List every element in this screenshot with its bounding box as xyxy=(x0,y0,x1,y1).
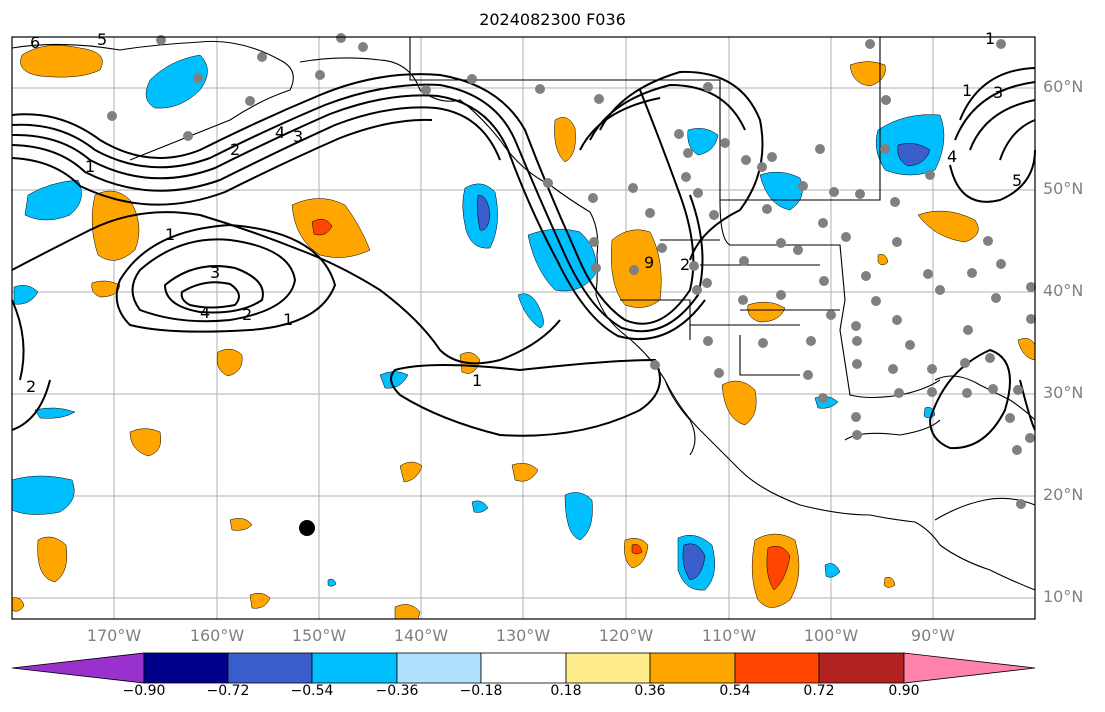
colorbar-extend-low xyxy=(11,652,145,684)
contour-label: 2 xyxy=(26,377,36,396)
map-frame xyxy=(11,36,1036,620)
colorbar-extend-high xyxy=(903,652,1036,684)
colorbar-tick: −0.36 xyxy=(375,683,419,699)
colorbar xyxy=(11,652,1036,684)
contour-label: 1 xyxy=(985,29,995,48)
lat-label: 20°N xyxy=(1043,485,1084,504)
colorbar-tick: −0.18 xyxy=(459,683,503,699)
contour-label: 4 xyxy=(947,147,957,166)
colorbar-tick: −0.90 xyxy=(122,683,166,699)
lon-label: 160°W xyxy=(189,626,245,645)
lon-label: 90°W xyxy=(910,626,956,645)
contour-label: 4 xyxy=(200,303,210,322)
contour-labels: 6 5 4 3 2 1 1 3 4 2 1 2 1 9 2 1 3 4 5 1 xyxy=(26,29,1022,396)
lon-label: 130°W xyxy=(495,626,551,645)
graticule xyxy=(12,37,1035,619)
colorbar-tick: 0.72 xyxy=(803,683,835,699)
colorbar-tick: −0.72 xyxy=(206,683,250,699)
colorbar-tick: −0.54 xyxy=(290,683,334,699)
lon-label: 170°W xyxy=(86,626,142,645)
contour-label: 2 xyxy=(230,140,240,159)
lat-label: 50°N xyxy=(1043,179,1084,198)
station-markers xyxy=(107,33,1036,509)
contour-label: 1 xyxy=(85,157,95,176)
contour-label: 5 xyxy=(97,30,107,49)
lon-label: 110°W xyxy=(701,626,757,645)
contour-label: 1 xyxy=(165,225,175,244)
lon-label: 120°W xyxy=(598,626,654,645)
contours xyxy=(11,67,1036,450)
lon-label: 140°W xyxy=(393,626,449,645)
colorbar-tick: 0.18 xyxy=(550,683,582,699)
contour-label: 4 xyxy=(275,123,285,142)
colorbar-tick: 0.54 xyxy=(719,683,751,699)
contour-label: 1 xyxy=(283,310,293,329)
contour-label: 1 xyxy=(962,81,972,100)
contour-label: 6 xyxy=(30,33,40,52)
lon-label: 100°W xyxy=(803,626,859,645)
contour-label: 9 xyxy=(644,253,654,272)
map-title: 2024082300 F036 xyxy=(479,10,626,29)
contour-label: 5 xyxy=(1012,171,1022,190)
lat-label: 60°N xyxy=(1043,77,1084,96)
lat-label: 30°N xyxy=(1043,383,1084,402)
colorbar-tick: 0.90 xyxy=(888,683,920,699)
shaded-anomalies xyxy=(11,44,1036,620)
contour-label: 1 xyxy=(472,371,482,390)
lat-label: 10°N xyxy=(1043,587,1084,606)
colorbar-tick: 0.36 xyxy=(634,683,666,699)
contour-label: 3 xyxy=(210,263,220,282)
contour-label: 2 xyxy=(680,255,690,274)
lon-label: 150°W xyxy=(291,626,347,645)
lat-label: 40°N xyxy=(1043,281,1084,300)
contour-label: 3 xyxy=(293,127,303,146)
contour-label: 2 xyxy=(242,305,252,324)
contour-label: 3 xyxy=(993,83,1003,102)
highlight-marker xyxy=(299,520,315,536)
